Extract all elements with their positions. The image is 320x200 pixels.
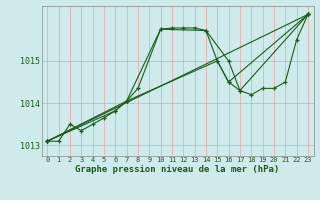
X-axis label: Graphe pression niveau de la mer (hPa): Graphe pression niveau de la mer (hPa) bbox=[76, 165, 280, 174]
